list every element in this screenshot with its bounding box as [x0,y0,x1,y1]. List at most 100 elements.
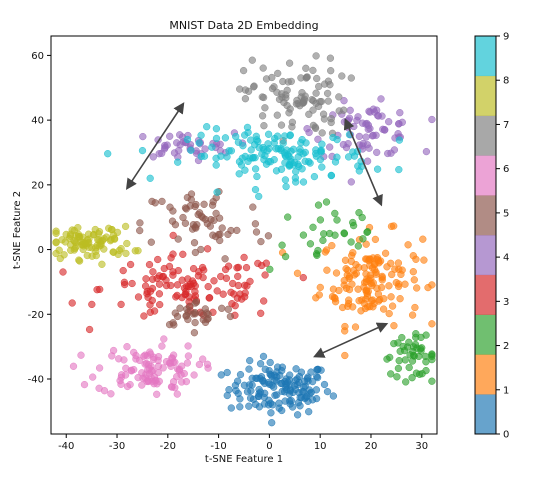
colorbar-tick-label: 9 [503,32,509,43]
scatter-point [266,358,274,367]
scatter-point [252,374,260,382]
scatter-point [385,282,393,290]
scatter-point [201,145,209,153]
scatter-point [358,213,366,222]
scatter-point [161,141,169,150]
scatter-point [259,352,268,361]
x-tick-label: -30 [109,441,125,452]
x-tick-label: 20 [365,441,378,452]
scatter-point [294,399,303,407]
scatter-point [148,367,156,375]
scatter-point [179,213,187,222]
scatter-point [89,373,97,381]
scatter-point [308,396,317,404]
y-tick-label: 60 [31,51,44,62]
plot-frame [50,35,438,435]
scatter-point [272,167,281,175]
scatter-point [365,144,373,152]
scatter-point [257,237,265,246]
scatter-point [258,112,267,120]
scatter-point [138,381,146,389]
scatter-point [281,159,289,167]
scatter-point [278,406,286,415]
scatter-point [288,123,296,131]
scatter-point [257,309,265,317]
colorbar-segment [475,354,496,395]
scatter-point [374,112,383,120]
scatter-point [373,165,382,173]
scatter-point [411,340,420,349]
scatter-point [379,305,388,313]
scatter-point [149,355,158,364]
scatter-point [65,234,74,243]
scatter-point [267,409,275,417]
scatter-point [119,266,127,275]
scatter-point [428,350,436,358]
scatter-point [287,157,295,166]
scatter-point [227,404,235,412]
colorbar-segment [475,394,496,435]
scatter-point [240,253,248,262]
scatter-point [359,139,367,148]
scatter-point [174,266,182,275]
scatter-point [139,374,147,382]
scatter-point [422,147,431,156]
scatter-point [280,149,289,157]
scatter-point [122,364,130,372]
scatter-point [158,197,166,206]
scatter-point [249,153,257,162]
scatter-point [355,132,364,141]
scatter-point [315,82,323,91]
scatter-point [212,161,220,169]
scatter-point [313,372,321,381]
scatter-point [391,265,399,273]
scatter-point [340,106,348,114]
scatter-point [377,95,385,103]
scatter-point [299,231,308,239]
scatter-point [409,351,418,360]
scatter-point [268,401,277,409]
scatter-point [364,121,373,129]
scatter-point [179,250,187,258]
scatter-point [247,146,255,154]
scatter-point [385,118,393,126]
scatter-point [348,280,356,288]
scatter-point [362,133,370,141]
scatter-point [136,226,144,235]
scatter-point [98,260,106,268]
scatter-point [225,386,233,394]
scatter-point [227,147,236,155]
scatter-point [428,281,436,289]
scatter-point [415,370,424,378]
scatter-point [138,146,147,155]
scatter-point [261,365,269,373]
scatter-point [178,293,186,302]
scatter-point [93,286,101,294]
scatter-point [309,223,317,231]
scatter-point [349,303,357,311]
y-tick-label: -20 [28,310,44,321]
scatter-point [178,378,186,386]
scatter-point [70,246,78,254]
scatter-point [214,230,223,239]
scatter-point [345,296,353,304]
scatter-point [233,264,241,272]
scatter-point [173,312,182,321]
scatter-point [262,75,271,83]
scatter-point [218,224,226,232]
scatter-point [95,364,104,372]
scatter-point [413,284,421,292]
scatter-point [309,97,317,105]
scatter-point [381,249,390,257]
scatter-point [136,219,144,227]
scatter-point [261,271,269,279]
scatter-point [285,109,293,117]
scatter-point [347,178,355,186]
scatter-point [168,217,177,225]
scatter-point [388,302,397,310]
plot-area: -40 -30 -20 -10 0 10 20 30 -40 -20 0 20 40 60 [28,35,438,452]
scatter-point [192,224,200,232]
scatter-point [251,185,260,194]
scatter-point [173,281,182,289]
scatter-point [284,378,292,386]
